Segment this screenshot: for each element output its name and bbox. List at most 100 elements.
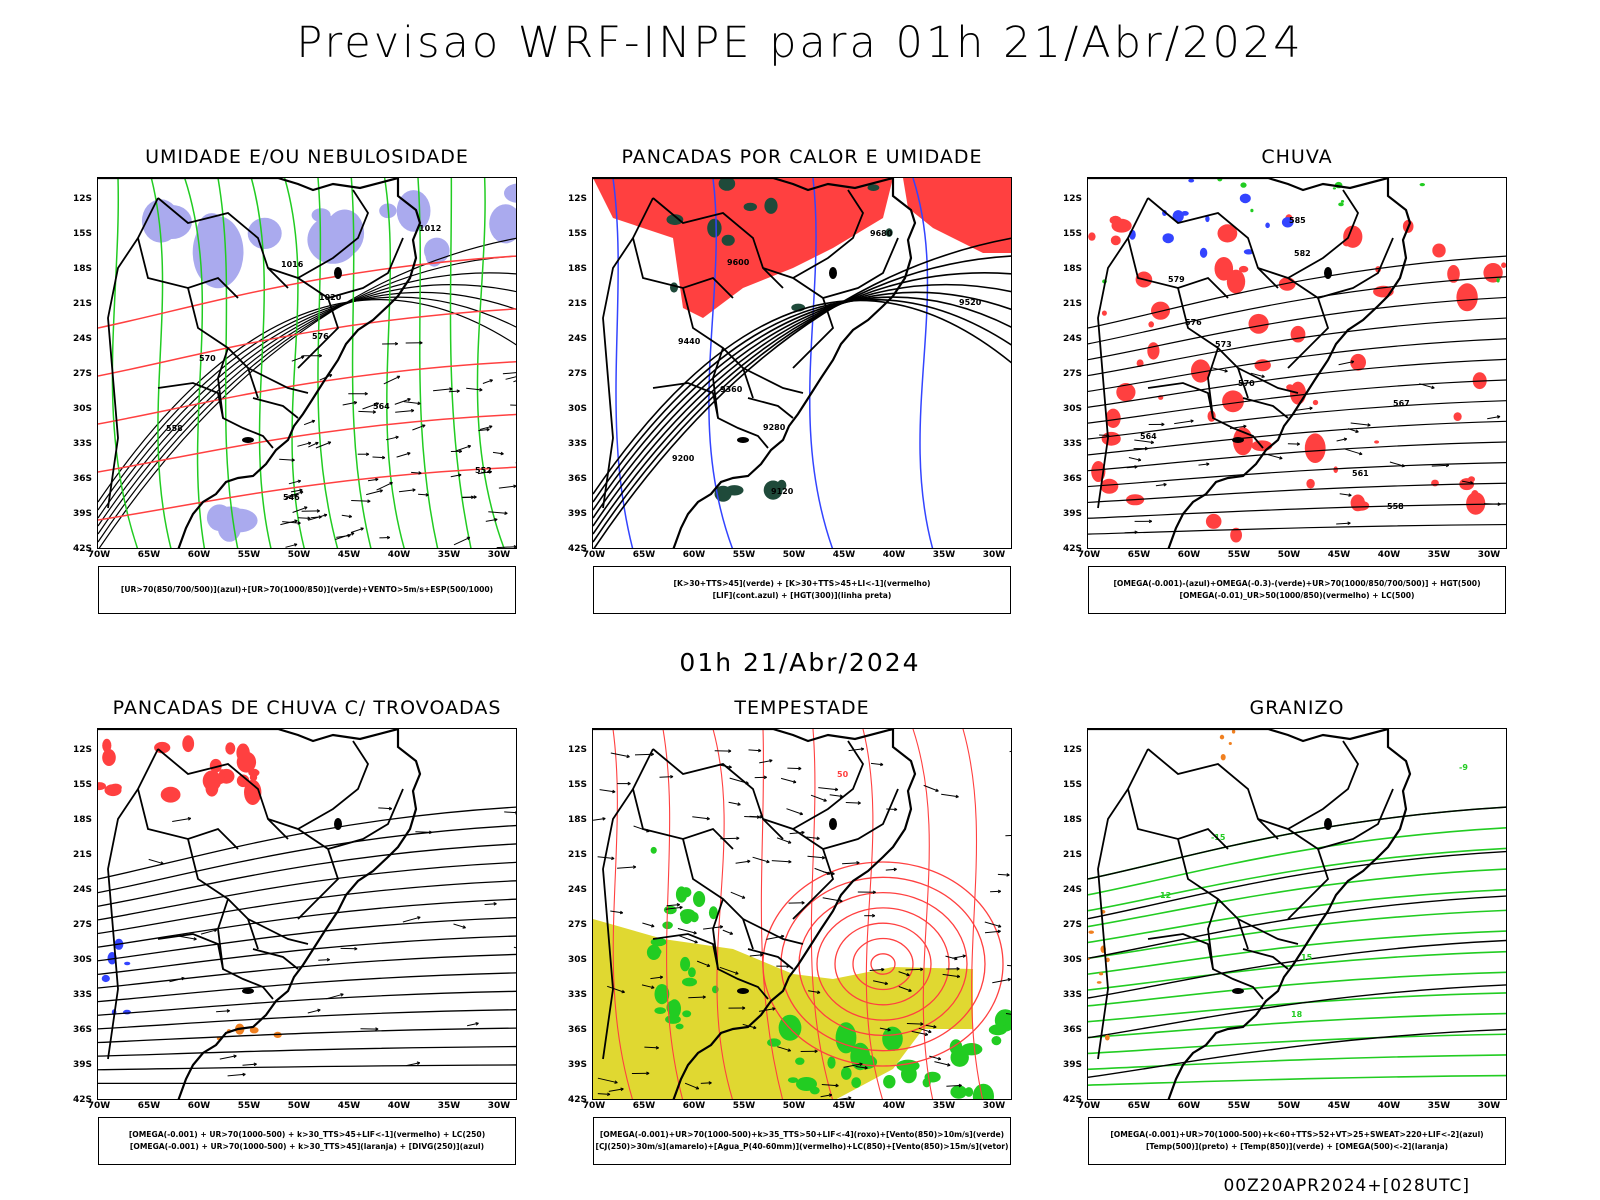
political-border xyxy=(1287,189,1360,279)
political-border xyxy=(747,397,794,419)
field-blob xyxy=(1217,224,1238,243)
lat-tick-label: 15S xyxy=(72,780,92,790)
wind-vector xyxy=(786,808,803,815)
wind-vector xyxy=(990,890,1001,893)
contour-line xyxy=(870,953,896,975)
wind-vector xyxy=(607,985,625,993)
field-blob xyxy=(1096,981,1102,984)
wind-vector xyxy=(200,929,217,935)
wind-vector-head xyxy=(1261,374,1265,378)
temp500-contours xyxy=(1088,806,1506,1079)
wind-vector-head xyxy=(449,387,453,391)
wind-vector xyxy=(820,1094,832,1098)
latitude-axis: 12S 15S 18S 21S 24S 27S 30S 33S 36S 39S 42S xyxy=(65,728,95,1105)
lon-tick-label: 60W xyxy=(187,550,211,560)
wind-vector xyxy=(945,955,958,960)
field-blob xyxy=(851,1077,862,1088)
political-border xyxy=(1237,918,1299,945)
contour-line xyxy=(593,255,1011,543)
wind-vector-head xyxy=(1401,463,1405,468)
field-blob xyxy=(1240,182,1247,188)
omega-blue-fill xyxy=(1129,178,1294,258)
wind-vector xyxy=(1005,1013,1011,1015)
lon-tick-label: 50W xyxy=(782,1101,806,1111)
lake xyxy=(242,988,254,994)
wind-vector-head xyxy=(1163,482,1167,487)
contour-labels: 9680 9600 9520 9440 9360 9280 9200 9120 xyxy=(672,229,982,496)
wind-vector xyxy=(1336,438,1347,442)
wind-vector xyxy=(1124,531,1138,534)
longitude-axis: 70W 65W 60W 55W 50W 45W 40W 35W 30W xyxy=(583,1101,1012,1115)
wind-vector-head xyxy=(756,815,761,819)
wind-vector-head xyxy=(1144,446,1149,451)
wind-vector xyxy=(911,1030,928,1036)
lon-tick-label: 60W xyxy=(682,1101,706,1111)
wind-vector-head xyxy=(769,759,773,763)
contour-label: 564 xyxy=(1140,432,1157,441)
lon-tick-label: 40W xyxy=(882,550,906,560)
field-blob xyxy=(796,1077,817,1091)
wind-vector xyxy=(1350,422,1371,426)
lat-tick-label: 12S xyxy=(567,194,587,204)
contour-line xyxy=(1088,850,1506,920)
field-blob xyxy=(1110,235,1121,246)
wind-vector-head xyxy=(233,1054,237,1059)
wind-vector-head xyxy=(1445,463,1450,468)
field-blob xyxy=(1338,202,1344,207)
field-blob xyxy=(489,204,516,244)
contour-line xyxy=(98,299,516,503)
field-blob xyxy=(325,209,365,257)
wind-vector-head xyxy=(956,974,961,979)
panel-title: PANCADAS POR CALOR E UMIDADE xyxy=(621,146,983,168)
contour-line xyxy=(1088,358,1506,408)
lon-tick-label: 40W xyxy=(387,1101,411,1111)
wind-vector xyxy=(179,935,197,940)
wind-vector-head xyxy=(632,865,637,869)
lon-tick-label: 50W xyxy=(287,550,311,560)
political-border xyxy=(762,267,835,369)
contour-label: 1012 xyxy=(419,224,441,233)
field-blob xyxy=(205,780,219,797)
lat-tick-label: 24S xyxy=(72,885,92,895)
wind-vector-head xyxy=(759,953,764,957)
contour-line xyxy=(962,729,984,1099)
wind-vector-head xyxy=(766,859,770,864)
wind-vector-head xyxy=(187,817,192,821)
political-border xyxy=(652,748,784,840)
wind-vector xyxy=(1389,461,1405,467)
contour-line xyxy=(250,178,272,548)
political-border xyxy=(1207,347,1264,449)
wind-vector-head xyxy=(884,981,889,986)
wind-vector xyxy=(450,474,462,478)
latitude-axis: 12S 15S 18S 21S 24S 27S 30S 33S 36S 39S 42S xyxy=(560,728,590,1105)
wind-vector xyxy=(597,1077,618,1084)
field-blob xyxy=(1205,513,1222,529)
legend-line: [K>30+TTS>45](verde) + [K>30+TTS>45+LI<-… xyxy=(673,579,931,588)
wind-vector-head xyxy=(864,1065,868,1070)
political-border xyxy=(792,740,865,830)
contour-labels: -9 -15 12 15 18 xyxy=(1160,763,1468,1019)
lat-tick-label: 15S xyxy=(567,229,587,239)
latitude-axis: 12S 15S 18S 21S 24S 27S 30S 33S 36S 39S 42S xyxy=(1055,728,1085,1105)
political-border xyxy=(1147,748,1279,840)
lake xyxy=(829,818,837,830)
field-blob xyxy=(1332,187,1336,190)
wind-vector xyxy=(1294,407,1313,411)
wind-vector xyxy=(1128,457,1142,461)
field-blob xyxy=(247,217,282,249)
lon-tick-label: 65W xyxy=(632,1101,656,1111)
wind-vector-head xyxy=(375,402,380,406)
lon-tick-label: 65W xyxy=(137,1101,161,1111)
contour-line xyxy=(1088,1012,1506,1039)
lake xyxy=(1232,988,1244,994)
contour-line xyxy=(1088,523,1506,535)
wind-vector xyxy=(650,976,663,980)
streamlines-250 xyxy=(98,806,516,1085)
lat-tick-label: 12S xyxy=(567,745,587,755)
wind-vector xyxy=(787,767,802,770)
wind-vector xyxy=(478,428,490,432)
wind-vector xyxy=(366,489,383,496)
lon-tick-label: 30W xyxy=(487,550,511,560)
instability-fill xyxy=(714,479,787,502)
